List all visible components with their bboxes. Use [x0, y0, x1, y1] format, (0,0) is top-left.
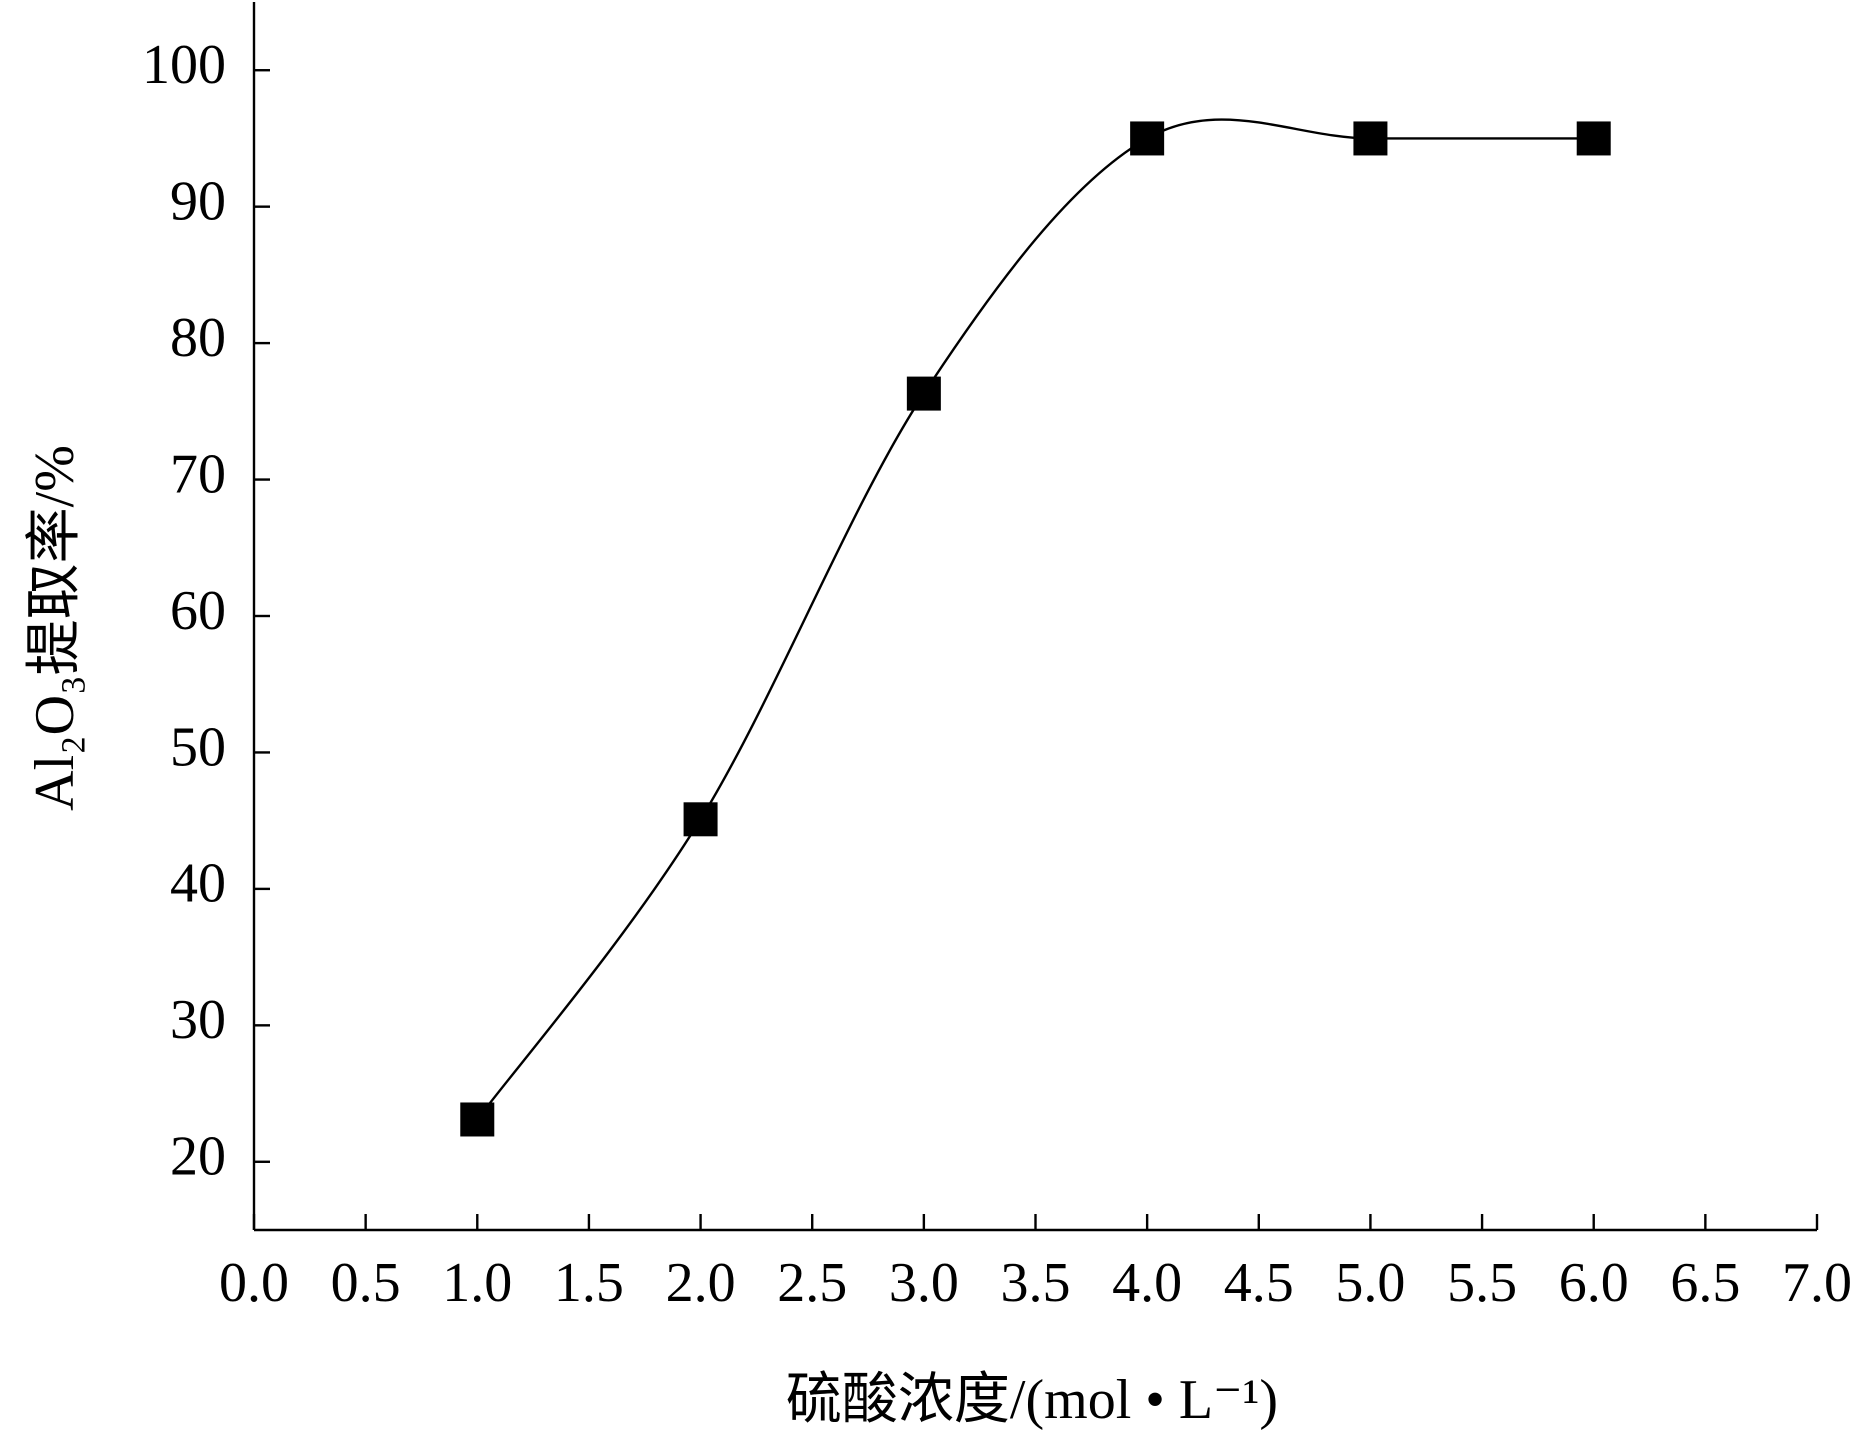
x-tick-label: 5.0 [1335, 1252, 1405, 1314]
x-tick-label: 6.0 [1559, 1252, 1629, 1314]
marker [683, 802, 718, 837]
y-tick-label: 50 [170, 716, 226, 778]
marker [460, 1102, 495, 1137]
marker [1576, 121, 1611, 156]
x-axis-label: 硫酸浓度/(mol • L⁻¹) [786, 1369, 1278, 1431]
x-tick-label: 4.0 [1112, 1252, 1182, 1314]
x-tick-label: 3.5 [1001, 1252, 1071, 1314]
y-tick-label: 30 [170, 989, 226, 1051]
y-tick-label: 20 [170, 1126, 226, 1188]
x-tick-label: 3.0 [889, 1252, 959, 1314]
marker [906, 376, 941, 411]
y-tick-label: 40 [170, 853, 226, 915]
x-tick-label: 0.5 [331, 1252, 401, 1314]
y-tick-label: 100 [142, 34, 226, 96]
x-tick-label: 1.0 [442, 1252, 512, 1314]
x-tick-label: 4.5 [1224, 1252, 1294, 1314]
x-tick-label: 6.5 [1670, 1252, 1740, 1314]
marker [1353, 121, 1388, 156]
y-tick-label: 70 [170, 443, 226, 505]
x-tick-label: 5.5 [1447, 1252, 1517, 1314]
y-tick-label: 90 [170, 171, 226, 233]
x-tick-label: 1.5 [554, 1252, 624, 1314]
data-line [476, 118, 1594, 1121]
y-tick-label: 80 [170, 307, 226, 369]
y-axis-label: Al₂O₃提取率/% [24, 445, 86, 811]
marker [1130, 121, 1165, 156]
x-tick-label: 2.5 [777, 1252, 847, 1314]
y-tick-label: 60 [170, 580, 226, 642]
x-tick-label: 0.0 [219, 1252, 289, 1314]
x-tick-label: 7.0 [1782, 1252, 1852, 1314]
x-tick-label: 2.0 [666, 1252, 736, 1314]
